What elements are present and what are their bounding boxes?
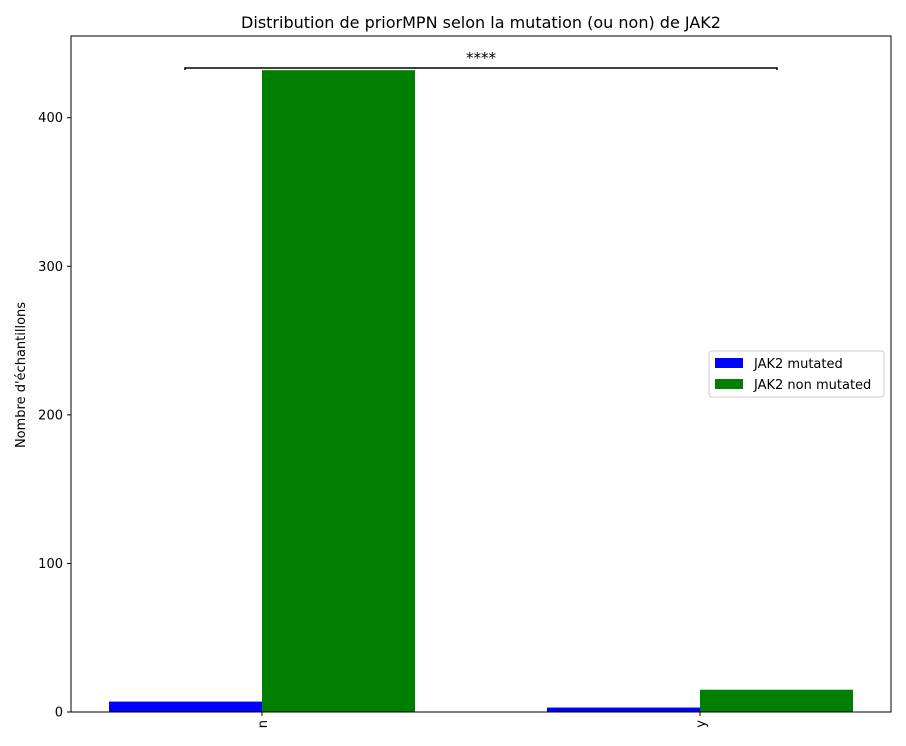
- x-tick-label: n: [256, 720, 271, 728]
- plot-frame: [70, 35, 892, 713]
- legend-label: JAK2 non mutated: [753, 378, 871, 393]
- chart-title: Distribution de priorMPN selon la mutati…: [241, 13, 721, 32]
- legend: JAK2 mutated JAK2 non mutated: [708, 350, 885, 398]
- y-tick-label: 100: [38, 557, 63, 572]
- x-tick-label: y: [694, 720, 709, 728]
- bar-y-series-1: [547, 707, 700, 712]
- legend-label: JAK2 mutated: [753, 357, 843, 372]
- y-axis-label: Nombre d'échantillons: [14, 302, 29, 448]
- bar-y-series-2: [700, 689, 853, 712]
- legend-swatch: [715, 358, 743, 368]
- bar-n-series-2: [262, 70, 415, 712]
- bars-group: [109, 70, 853, 712]
- legend-swatch: [715, 379, 743, 389]
- bar-n-series-1: [109, 701, 262, 712]
- y-tick-label: 0: [55, 706, 63, 721]
- y-tick-label: 200: [38, 408, 63, 423]
- legend-box: [708, 350, 885, 398]
- y-tick-label: 300: [38, 260, 63, 275]
- significance-bracket: [184, 67, 778, 70]
- y-axis: 0 100 200 300 400: [38, 111, 71, 721]
- y-tick-label: 400: [38, 111, 63, 126]
- significance-stars: ****: [466, 49, 497, 67]
- significance-annotation: ****: [184, 49, 778, 70]
